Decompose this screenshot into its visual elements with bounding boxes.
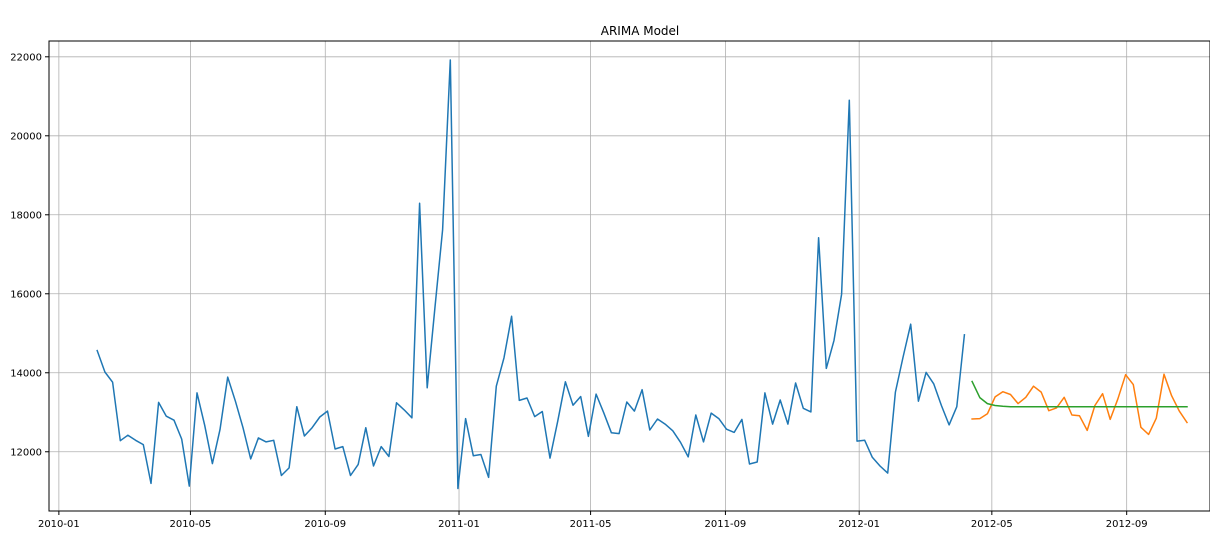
y-tick-label: 14000 — [10, 368, 42, 379]
chart-title: ARIMA Model — [601, 24, 680, 38]
grid — [49, 41, 1210, 511]
y-axis: 12000 14000 16000 18000 20000 22000 — [10, 52, 49, 458]
y-tick-label: 18000 — [10, 210, 42, 221]
x-tick-label: 2010-05 — [170, 519, 212, 530]
y-tick-label: 22000 — [10, 52, 42, 63]
series-line-1 — [96, 59, 966, 490]
x-tick-label: 2010-01 — [38, 519, 80, 530]
y-tick-label: 12000 — [10, 447, 42, 458]
series-line-3 — [971, 380, 1188, 408]
x-tick-label: 2012-05 — [971, 519, 1013, 530]
x-tick-label: 2010-09 — [304, 519, 346, 530]
plot-frame — [48, 40, 1210, 512]
y-tick-label: 16000 — [10, 289, 42, 300]
x-tick-label: 2012-01 — [838, 519, 880, 530]
series-group — [96, 59, 1189, 490]
series-line-2 — [971, 373, 1189, 436]
x-tick-label: 2012-09 — [1106, 519, 1148, 530]
x-axis: 2010-01 2010-05 2010-09 2011-01 2011-05 2011-… — [38, 511, 1148, 530]
x-tick-label: 2011-05 — [570, 519, 612, 530]
y-tick-label: 20000 — [10, 131, 42, 142]
x-tick-label: 2011-01 — [438, 519, 480, 530]
x-tick-label: 2011-09 — [705, 519, 747, 530]
